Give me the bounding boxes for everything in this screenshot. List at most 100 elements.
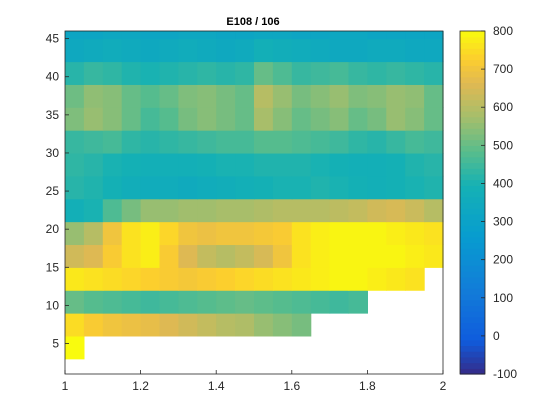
colorbar-segment [460, 316, 485, 324]
x-tick-label: 1.8 [359, 379, 376, 393]
heatmap-cell [159, 198, 179, 223]
y-tick-label: 5 [52, 337, 59, 351]
heatmap-cell [83, 31, 104, 40]
heatmap-cell [405, 38, 425, 63]
colorbar-segment [460, 208, 485, 215]
heatmap-cell [197, 152, 217, 177]
plot-area [65, 31, 444, 360]
heatmap-cell [178, 107, 198, 131]
colorbar-segment [460, 179, 485, 186]
heatmap-cell [121, 152, 142, 177]
heatmap-cell [291, 244, 312, 268]
heatmap-cell [159, 152, 179, 177]
colorbar-segment [460, 368, 485, 375]
heatmap-cell [83, 267, 104, 291]
colorbar-segment [460, 356, 485, 364]
colorbar-segment [460, 191, 485, 198]
heatmap-cell [291, 313, 312, 337]
heatmap-cell [329, 107, 350, 131]
heatmap-cell [178, 290, 198, 314]
heatmap-cell [367, 84, 387, 108]
heatmap-cell [216, 198, 236, 223]
heatmap-cell [386, 152, 406, 177]
heatmap-cell [254, 175, 274, 200]
heatmap-cell [329, 84, 350, 108]
heatmap-cell [102, 84, 123, 108]
heatmap-cell [367, 31, 387, 40]
colorbar-segment [460, 202, 485, 209]
heatmap-cell [197, 107, 217, 131]
heatmap-cell [310, 175, 331, 200]
heatmap-cell [216, 313, 236, 337]
heatmap-cell [386, 84, 406, 108]
heatmap-cell [178, 130, 198, 154]
colorbar-segment [460, 271, 485, 278]
heatmap-cell [254, 267, 274, 291]
heatmap-cell [405, 175, 425, 200]
heatmap-cell [310, 244, 331, 268]
colorbar-segment [460, 311, 485, 318]
heatmap-cell [159, 244, 179, 268]
heatmap-cell [178, 61, 198, 85]
heatmap-cell [65, 267, 85, 291]
heatmap-cell [254, 130, 274, 154]
colorbar-segment [460, 116, 485, 124]
heatmap-cell [121, 198, 142, 223]
heatmap-cell [310, 38, 331, 63]
heatmap-cell [65, 335, 85, 360]
heatmap-cell [329, 152, 350, 177]
heatmap-cell [235, 175, 255, 200]
heatmap-cell [405, 152, 425, 177]
x-tick-label: 1 [62, 379, 69, 393]
colorbar-segment [460, 305, 485, 312]
colorbar-segment [460, 299, 485, 306]
heatmap-cell [367, 130, 387, 154]
heatmap-cell [197, 84, 217, 108]
heatmap-cell [310, 290, 331, 314]
heatmap-cell [235, 244, 255, 268]
heatmap-cell [140, 290, 161, 314]
colorbar-segment [460, 333, 485, 341]
heatmap-cell [178, 38, 198, 63]
x-tick-label: 2 [440, 379, 447, 393]
heatmap-cell [424, 198, 444, 223]
heatmap-cell [367, 61, 387, 85]
colorbar-segment [460, 105, 485, 112]
colorbar-frame [459, 30, 486, 375]
heatmap-cell [83, 175, 104, 200]
heatmap-cell [405, 130, 425, 154]
heatmap-cell [83, 313, 104, 337]
heatmap-cell [159, 61, 179, 85]
heatmap-cell [329, 267, 350, 291]
heatmap-cell [348, 221, 368, 246]
heatmap-cell [235, 152, 255, 177]
plot-frame [64, 30, 444, 375]
heatmap-cell [102, 244, 123, 268]
heatmap-cell [424, 244, 444, 268]
heatmap-cell [405, 244, 425, 268]
heatmap-cell [254, 84, 274, 108]
colorbar-segment [460, 351, 485, 358]
heatmap-cell [102, 107, 123, 131]
heatmap-cell [367, 175, 387, 200]
heatmap-cell [386, 244, 406, 268]
heatmap-cell [102, 38, 123, 63]
heatmap-cell [159, 290, 179, 314]
heatmap-cell [386, 61, 406, 85]
heatmap-cell [121, 130, 142, 154]
heatmap-cell [272, 38, 293, 63]
heatmap-cell [65, 107, 85, 131]
colorbar-segment [460, 139, 485, 146]
heatmap-cell [102, 130, 123, 154]
colorbar-segment [460, 322, 485, 329]
heatmap-cell [235, 221, 255, 246]
heatmap-cell [291, 290, 312, 314]
colorbar-segment [460, 173, 485, 181]
heatmap-cell [197, 31, 217, 40]
heatmap-cell [348, 267, 368, 291]
heatmap-cell [159, 107, 179, 131]
heatmap-cell [348, 107, 368, 131]
colorbar-segment [460, 242, 485, 249]
heatmap-cell [235, 290, 255, 314]
